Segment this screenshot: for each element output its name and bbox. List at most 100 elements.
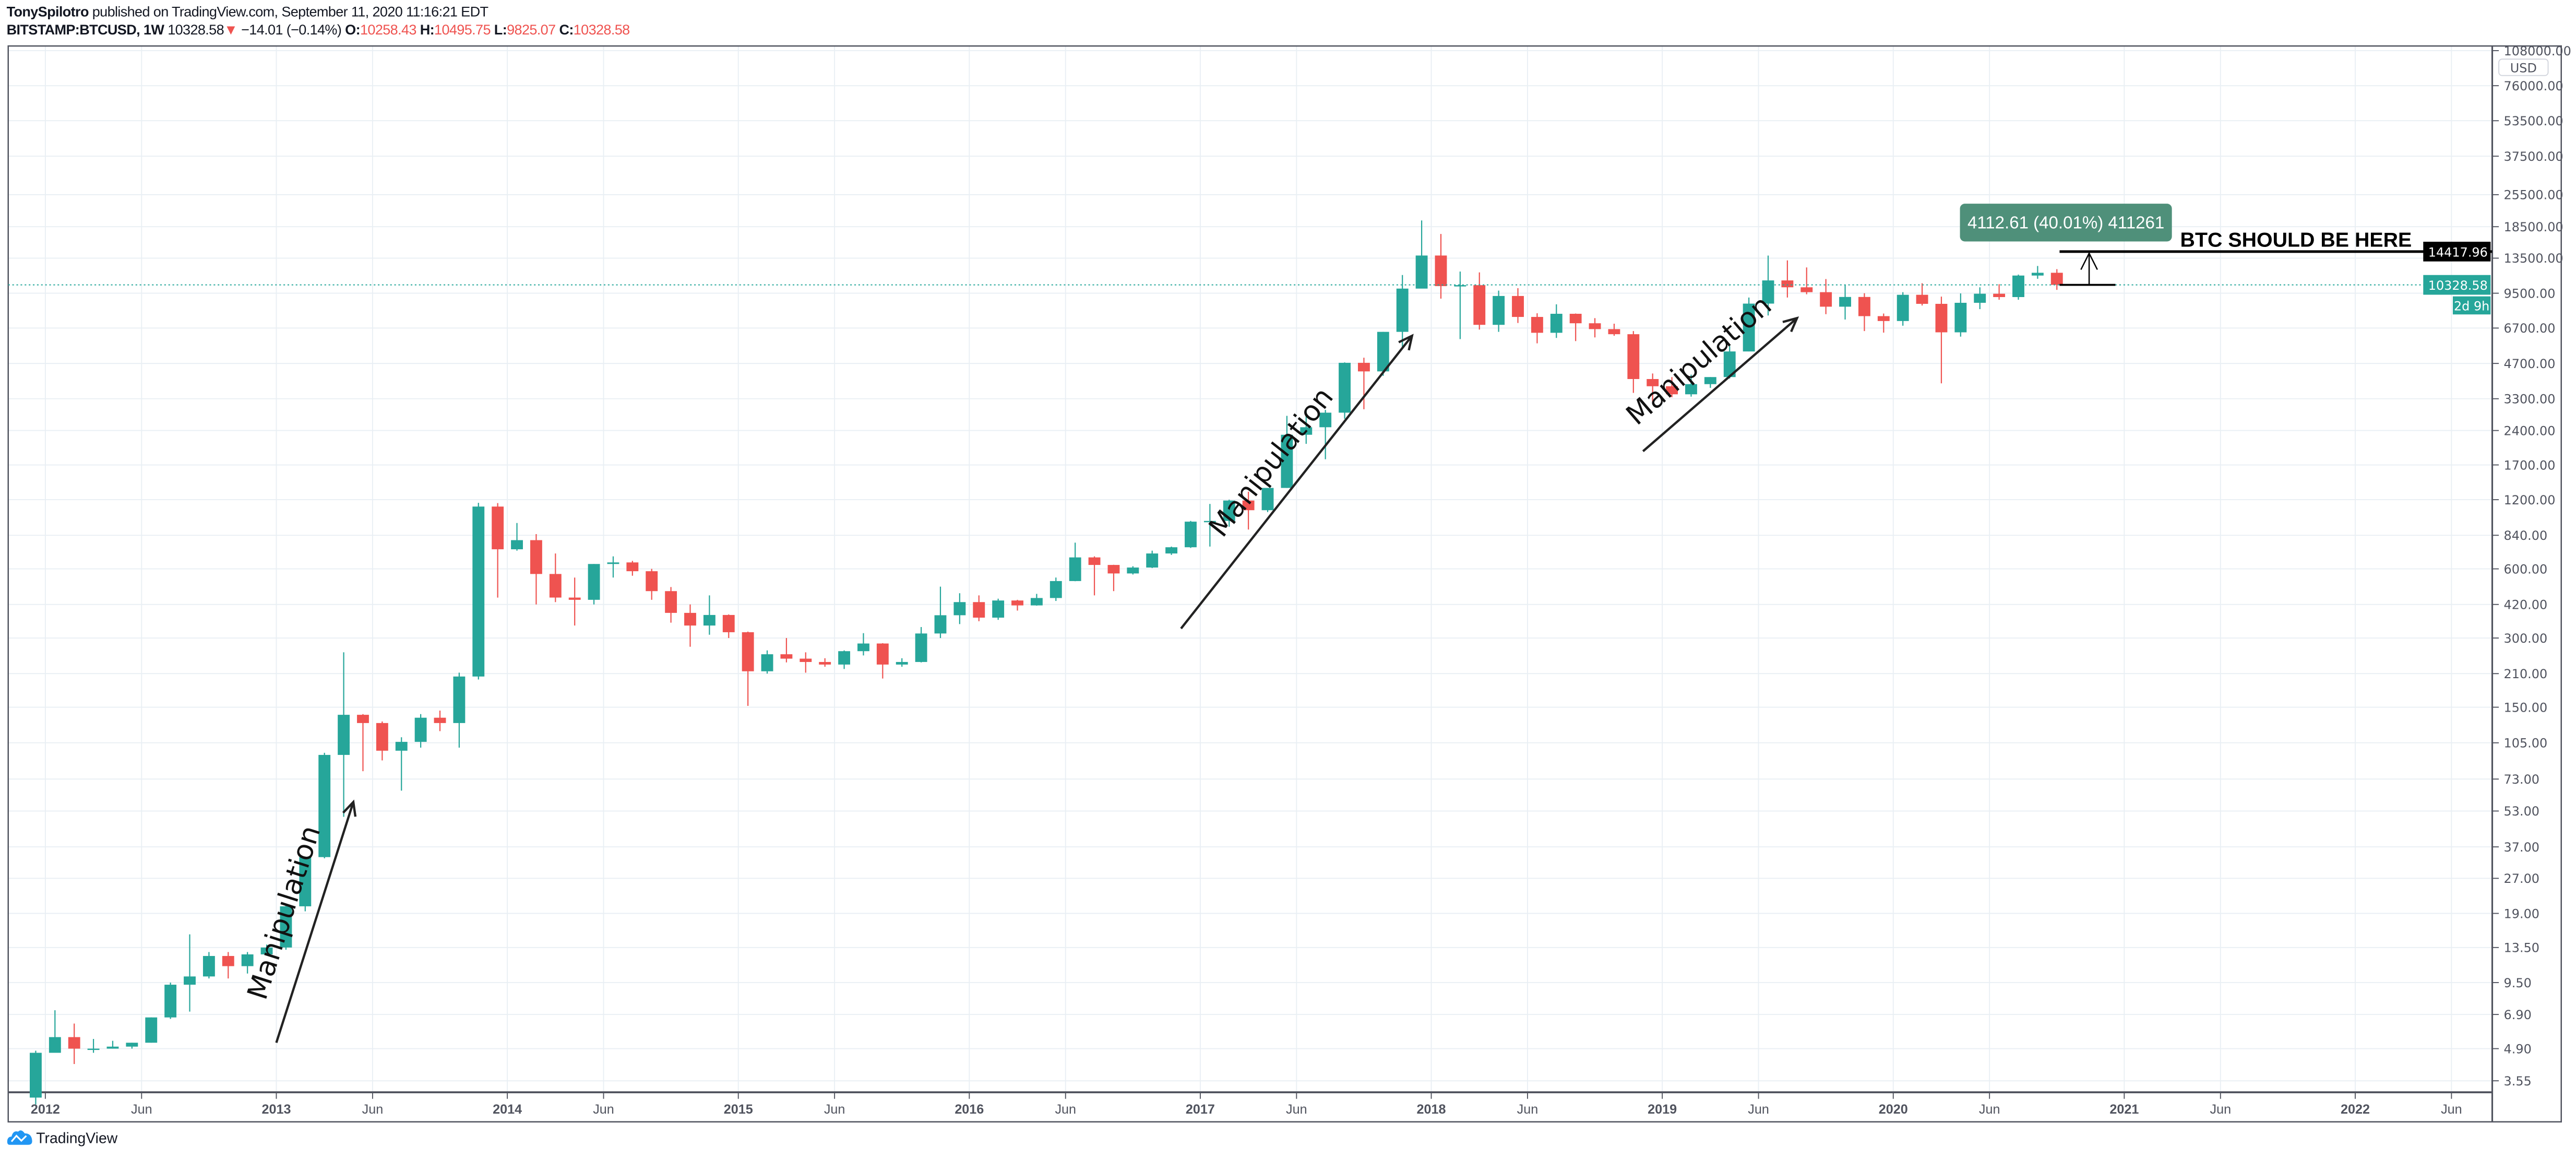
time-axis-label: 2013 bbox=[262, 1102, 291, 1117]
candle bbox=[1627, 331, 1640, 393]
target-price-axis-label: 14417.96 bbox=[2428, 245, 2488, 259]
price-axis-label: 13500.00 bbox=[2504, 251, 2563, 266]
candle-body bbox=[1762, 280, 1774, 304]
time-axis-label: Jun bbox=[2441, 1102, 2462, 1117]
candle bbox=[607, 556, 619, 578]
candle bbox=[2031, 266, 2044, 279]
candle bbox=[376, 721, 388, 761]
target-price-axis-badge bbox=[2423, 241, 2491, 262]
candle-body bbox=[2012, 275, 2024, 297]
candle bbox=[184, 934, 196, 1012]
candle bbox=[202, 952, 215, 979]
candle bbox=[1704, 377, 1716, 388]
candle-body bbox=[1916, 294, 1928, 304]
candle-body bbox=[87, 1048, 100, 1050]
candle-body bbox=[1300, 427, 1313, 435]
price-axis-label: 9.50 bbox=[2504, 976, 2532, 990]
arrow-line bbox=[1642, 317, 1798, 452]
candle-body bbox=[953, 602, 966, 616]
time-axis-label: Jun bbox=[1748, 1102, 1769, 1117]
publish-text: published on TradingView.com, September … bbox=[88, 3, 488, 20]
candle bbox=[357, 714, 369, 772]
candle bbox=[973, 595, 985, 621]
price-axis-label: 18500.00 bbox=[2504, 220, 2563, 234]
candle bbox=[1935, 297, 1948, 384]
candle bbox=[1531, 313, 1543, 344]
candle bbox=[1454, 271, 1466, 339]
candle bbox=[1011, 599, 1023, 611]
candle bbox=[1993, 284, 2006, 300]
candle bbox=[1762, 255, 1774, 316]
candle-body bbox=[530, 540, 542, 574]
candle bbox=[992, 598, 1005, 620]
candle bbox=[1358, 358, 1370, 409]
candle bbox=[280, 904, 292, 950]
candle bbox=[1550, 304, 1563, 338]
price-axis-label: 13.50 bbox=[2504, 941, 2539, 955]
candle bbox=[1569, 313, 1582, 341]
price-axis-label: 600.00 bbox=[2504, 562, 2548, 576]
candle-body bbox=[395, 741, 408, 751]
candle-body bbox=[1647, 379, 1659, 386]
candle-body bbox=[549, 574, 562, 598]
price-axis-label: 37.00 bbox=[2504, 840, 2539, 855]
candle bbox=[434, 711, 446, 731]
publish-info: TonySpilotro published on TradingView.co… bbox=[7, 3, 488, 19]
candle bbox=[1781, 260, 1794, 298]
candle bbox=[260, 944, 273, 955]
candle bbox=[145, 1017, 158, 1043]
candle bbox=[1185, 521, 1197, 548]
candle bbox=[1820, 279, 1832, 314]
author-name[interactable]: TonySpilotro bbox=[6, 3, 89, 20]
candle bbox=[1069, 542, 1081, 582]
candle-body bbox=[1820, 292, 1832, 307]
candle bbox=[857, 633, 869, 656]
last-price-axis-badge bbox=[2423, 275, 2491, 295]
symbol-name: BITSTAMP:BTCUSD, 1W bbox=[6, 21, 164, 38]
price-axis-label: 1700.00 bbox=[2504, 458, 2556, 472]
candle-body bbox=[1743, 303, 1755, 352]
candle-body bbox=[1666, 386, 1678, 395]
time-axis-label: 2015 bbox=[724, 1102, 753, 1117]
high-label: H: bbox=[420, 21, 435, 38]
candle bbox=[530, 534, 542, 605]
candle-body bbox=[1050, 581, 1062, 598]
candle bbox=[1608, 323, 1620, 336]
candle-body bbox=[241, 954, 254, 966]
candle bbox=[1954, 293, 1967, 337]
price-axis-label: 73.00 bbox=[2504, 772, 2539, 787]
candle-body bbox=[164, 985, 177, 1018]
candle bbox=[800, 652, 812, 673]
price-axis-label: 4700.00 bbox=[2504, 357, 2556, 371]
candle bbox=[1319, 410, 1332, 459]
candle bbox=[684, 604, 696, 647]
time-axis-label: 2016 bbox=[955, 1102, 984, 1117]
candle-body bbox=[1454, 285, 1466, 287]
time-axis-label: Jun bbox=[824, 1102, 845, 1117]
candle bbox=[2050, 269, 2063, 290]
candle-body bbox=[1627, 334, 1640, 379]
candle bbox=[2012, 274, 2024, 300]
candle-body bbox=[1069, 557, 1081, 581]
candle bbox=[1723, 346, 1736, 379]
candle-body bbox=[684, 612, 696, 626]
candle bbox=[626, 561, 639, 576]
candle bbox=[1030, 594, 1043, 606]
price-change: −14.01 (−0.14%) bbox=[241, 21, 342, 38]
arrow-head-icon bbox=[342, 799, 357, 817]
candle-body bbox=[106, 1046, 119, 1049]
candle-body bbox=[1107, 565, 1120, 574]
candle-body bbox=[1185, 522, 1197, 548]
currency-badge bbox=[2498, 58, 2549, 76]
candle bbox=[1339, 362, 1351, 419]
measure-label-box bbox=[1960, 204, 2172, 242]
arrow-head-icon bbox=[1782, 316, 1799, 333]
time-axis-label: Jun bbox=[1979, 1102, 2000, 1117]
candle-body bbox=[934, 615, 947, 634]
candle bbox=[953, 593, 966, 624]
tradingview-logo[interactable]: TradingView bbox=[7, 1128, 118, 1147]
candle bbox=[722, 614, 735, 639]
candle bbox=[1647, 373, 1659, 404]
